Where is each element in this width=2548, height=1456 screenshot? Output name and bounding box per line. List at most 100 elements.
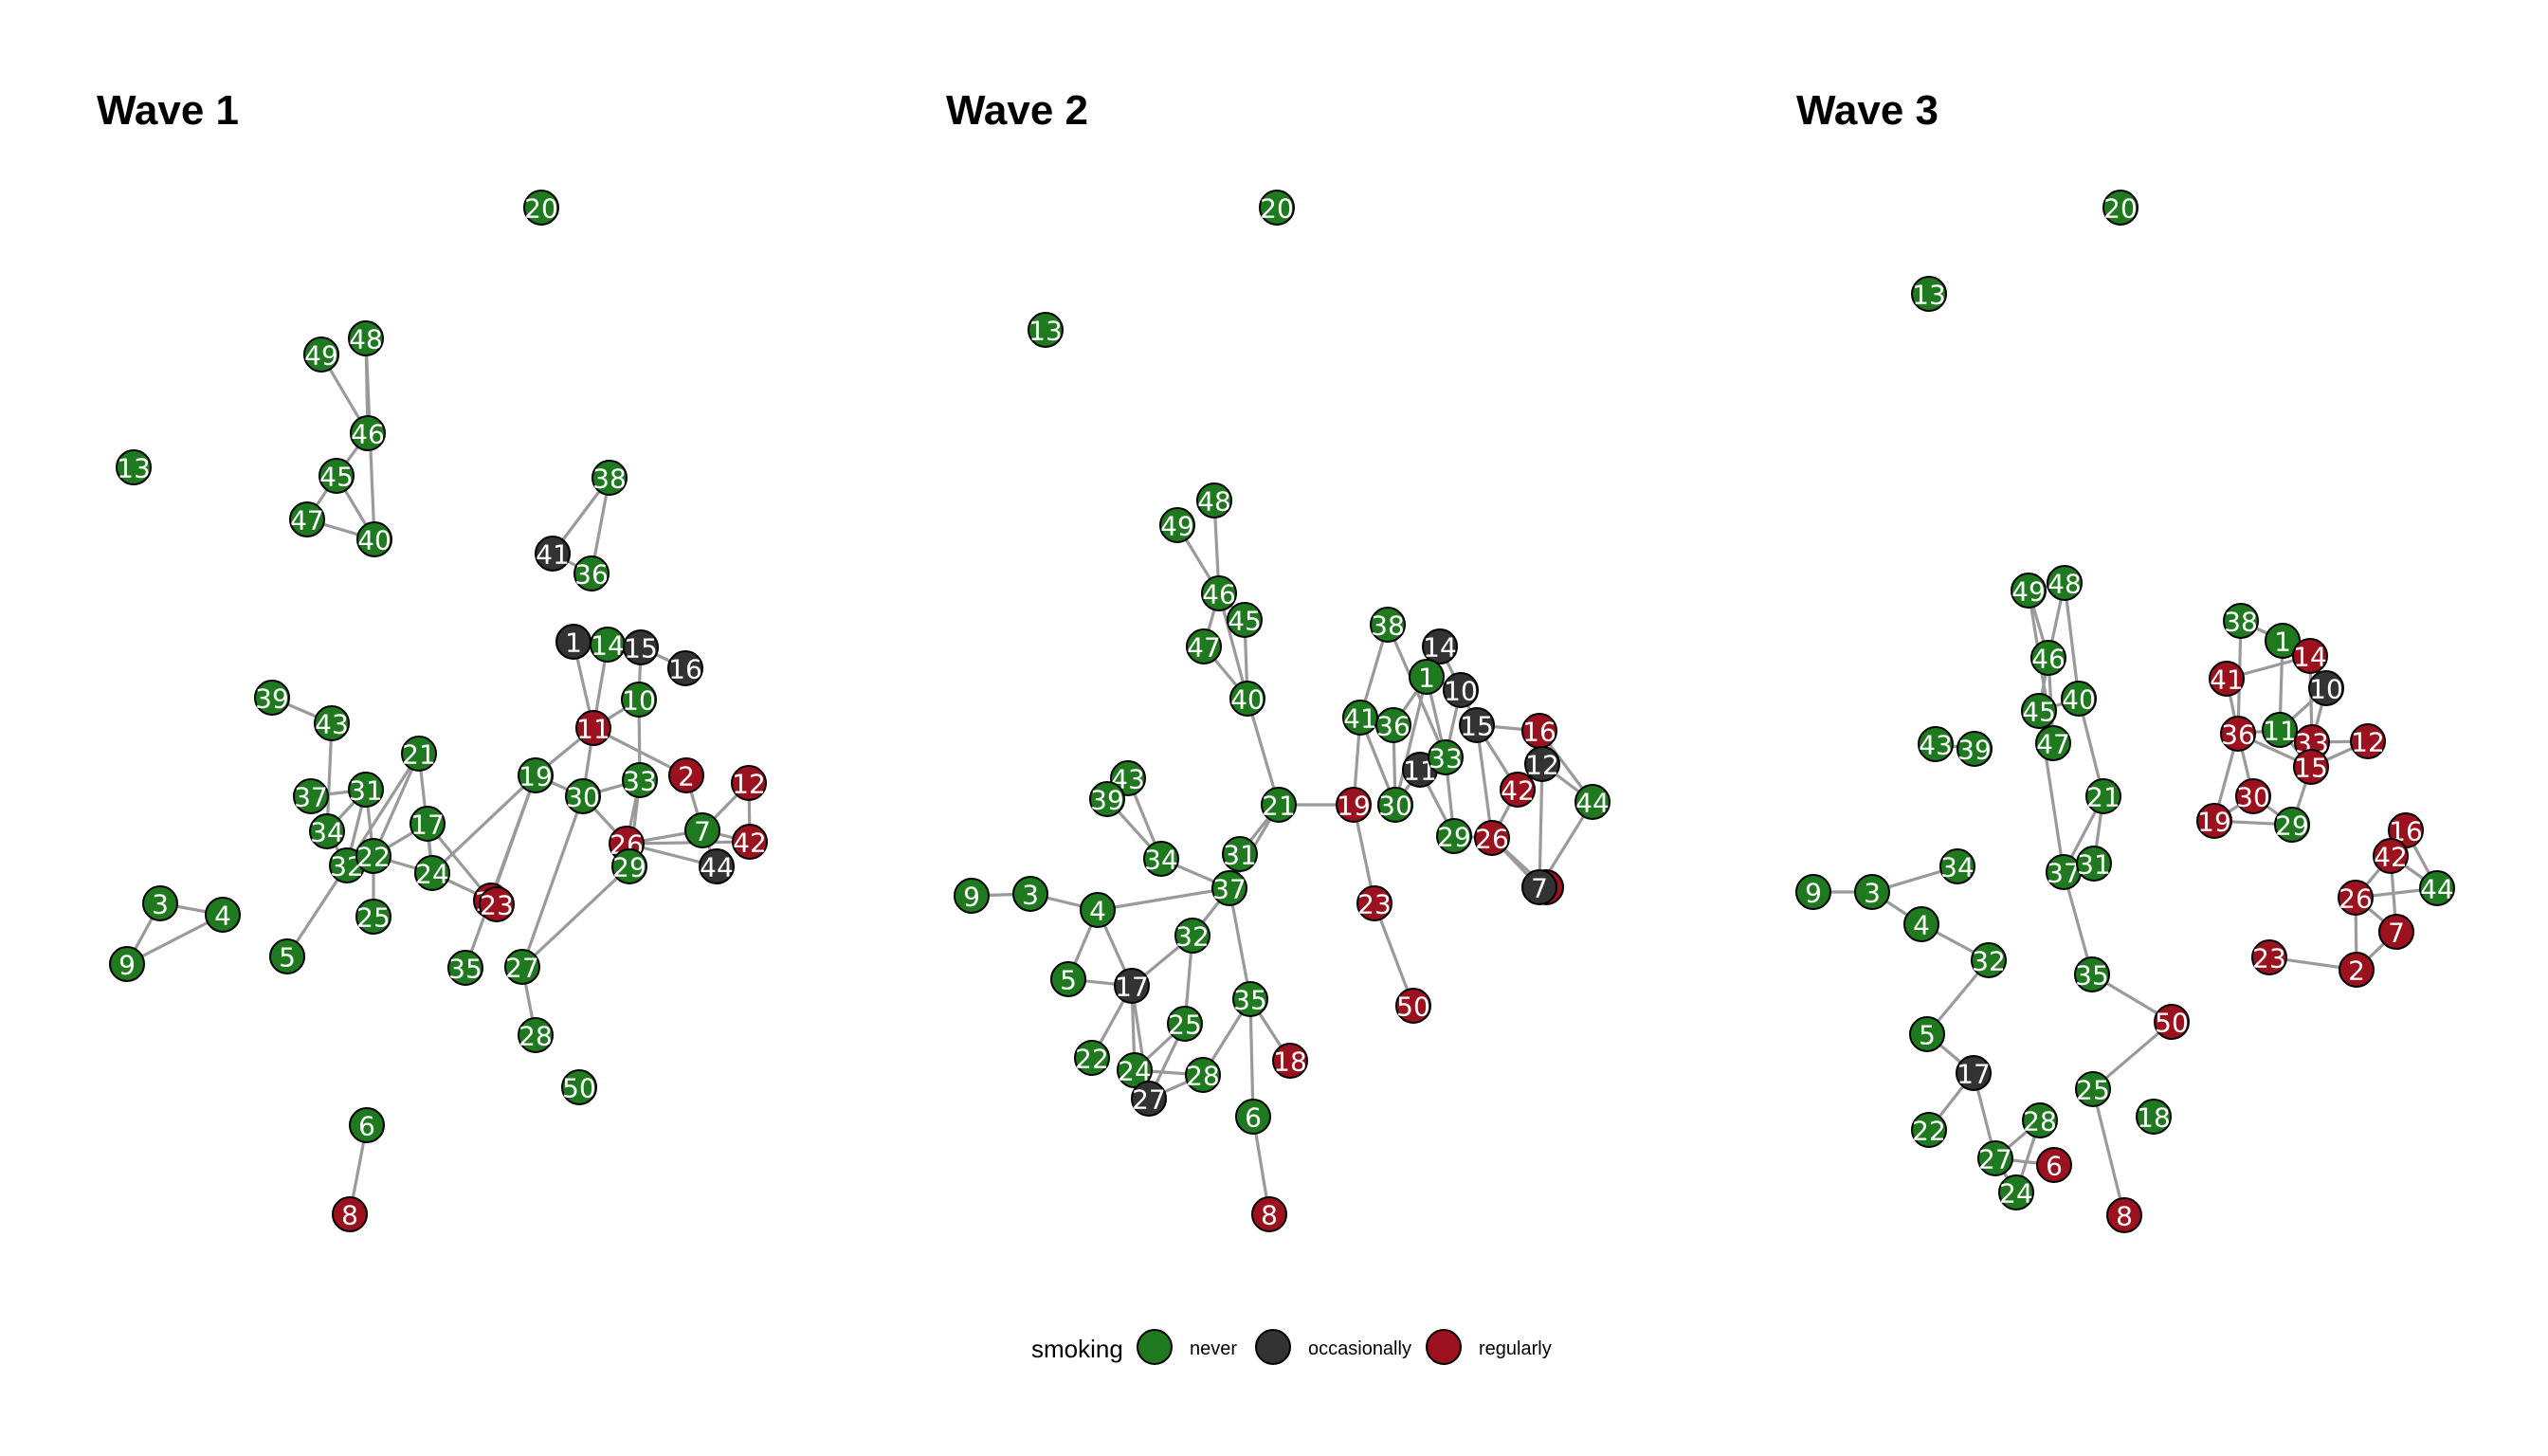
node-circle [348,320,384,356]
node-1: 1 [555,624,592,660]
node-circle [2293,749,2329,785]
edge-29-27 [520,864,631,969]
node-label: 23 [480,890,514,921]
node-circle [1229,681,1265,717]
node-label: 42 [733,828,767,859]
node-label: 27 [505,953,539,984]
node-label: 38 [2224,607,2258,638]
node-7: 7 [684,812,720,848]
node-circle [535,536,571,572]
node-circle [2136,1099,2172,1135]
node-13: 13 [116,449,152,485]
legend-title: smoking [1031,1335,1123,1363]
node-label: 46 [351,419,385,450]
node-circle [523,190,559,226]
node-43: 43 [1918,726,1954,762]
node-circle [1911,1112,1947,1148]
node-circle [1117,1052,1153,1088]
node-2: 2 [668,757,704,793]
node-label: 14 [2293,642,2327,673]
node-43: 43 [314,705,350,741]
legend-label-occasionally: occasionally [1308,1338,1411,1359]
node-label: 21 [402,739,436,771]
legend-swatch-never [1137,1329,1173,1365]
node-18: 18 [2136,1099,2172,1135]
node-label: 4 [1913,910,1930,941]
node-10: 10 [1443,672,1479,708]
node-6: 6 [2036,1147,2072,1183]
node-45: 45 [2021,693,2057,729]
node-label: 45 [1228,606,1262,637]
node-label: 3 [152,889,169,920]
edge-21-22 [372,753,421,857]
node-label: 12 [2351,727,2385,758]
node-20: 20 [523,190,559,226]
node-label: 10 [2309,674,2343,705]
node-49: 49 [1159,507,1195,543]
node-label: 25 [2076,1075,2110,1106]
node-circle [1911,276,1947,312]
node-label: 16 [1522,717,1556,748]
node-circle [2265,623,2301,659]
node-circle [269,938,305,974]
node-label: 19 [519,761,553,792]
node-label: 30 [2236,782,2270,813]
node-label: 6 [1245,1102,1262,1134]
node-label: 24 [1999,1178,2033,1210]
node-label: 4 [1089,896,1106,927]
node-3: 3 [1854,874,1890,910]
edge-46-40 [1217,592,1249,700]
node-circle [2251,939,2287,975]
node-circle [1939,848,1975,884]
node-circle [2274,807,2310,843]
node-circle [2209,661,2245,697]
node-label: 42 [1501,775,1535,807]
node-label: 7 [1531,873,1548,904]
node-label: 44 [2420,874,2454,905]
node-32: 32 [1971,942,2007,978]
node-circle [1261,787,1297,823]
node-circle [2022,1102,2058,1138]
node-label: 43 [315,709,349,740]
node-circle [1143,841,1179,877]
node-23: 23 [2251,939,2287,975]
node-5: 5 [1050,961,1086,997]
node-circle [732,824,768,860]
node-circle [2035,725,2071,761]
node-label: 16 [668,654,702,685]
node-circle [2076,846,2112,882]
node-label: 44 [1575,788,1610,819]
node-label: 1 [2274,627,2291,658]
edge-15-26 [1475,724,1494,839]
node-label: 15 [2294,753,2328,784]
node-circle [2308,670,2344,706]
node-36: 36 [573,555,610,592]
node-label: 47 [290,505,324,537]
node-circle [1409,659,1445,695]
node-label: 14 [591,630,625,662]
node-label: 28 [1186,1061,1220,1092]
node-label: 12 [1525,750,1559,781]
node-circle [2350,723,2386,759]
node-label: 10 [622,685,656,717]
panel-title-wave-2: Wave 2 [946,87,1088,134]
node-22: 22 [1911,1112,1947,1148]
node-label: 5 [1060,965,1077,996]
edge-12-7 [1538,763,1544,888]
node-label: 39 [255,683,289,715]
legend-item-never: never [1137,1329,1237,1365]
node-label: 29 [1437,822,1471,853]
node-label: 30 [1378,791,1412,822]
legend-swatch-occasionally [1255,1329,1291,1365]
node-label: 33 [623,766,657,797]
node-label: 47 [2036,729,2070,760]
node-label: 6 [2046,1151,2063,1182]
node-27: 27 [1131,1081,1167,1117]
node-2: 2 [2339,952,2375,988]
node-circle [1428,739,1464,775]
node-circle [1259,190,1295,226]
node-circle [1977,1140,2013,1176]
